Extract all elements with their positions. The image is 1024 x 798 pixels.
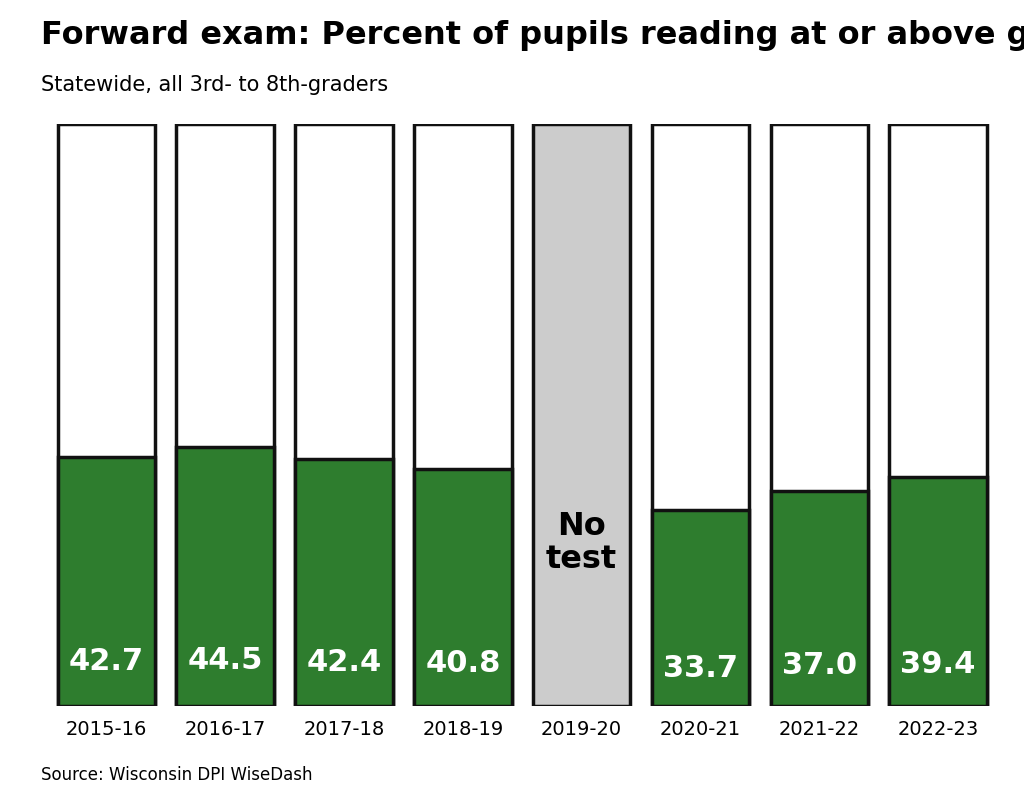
Text: 39.4: 39.4 — [900, 650, 976, 678]
Text: 44.5: 44.5 — [187, 646, 263, 675]
Bar — [890, 476, 987, 706]
Bar — [295, 124, 393, 706]
Bar — [414, 124, 512, 706]
Text: 42.4: 42.4 — [306, 648, 382, 677]
Bar — [57, 124, 155, 706]
Bar — [176, 124, 273, 706]
Text: No
test: No test — [546, 511, 617, 575]
Text: 42.7: 42.7 — [69, 647, 144, 677]
Text: Statewide, all 3rd- to 8th-graders: Statewide, all 3rd- to 8th-graders — [41, 75, 388, 95]
Bar — [295, 459, 393, 706]
Bar — [57, 457, 155, 706]
Text: 37.0: 37.0 — [781, 651, 857, 681]
Bar — [532, 124, 631, 706]
Bar — [890, 124, 987, 706]
Bar — [651, 124, 750, 706]
Bar — [651, 510, 750, 706]
Text: Forward exam: Percent of pupils reading at or above grade level: Forward exam: Percent of pupils reading … — [41, 20, 1024, 51]
Text: Source: Wisconsin DPI WiseDash: Source: Wisconsin DPI WiseDash — [41, 765, 312, 784]
Text: 40.8: 40.8 — [425, 649, 501, 678]
Bar — [176, 447, 273, 706]
Bar — [771, 124, 868, 706]
Bar — [771, 491, 868, 706]
Bar — [414, 468, 512, 706]
Text: 33.7: 33.7 — [663, 654, 738, 682]
